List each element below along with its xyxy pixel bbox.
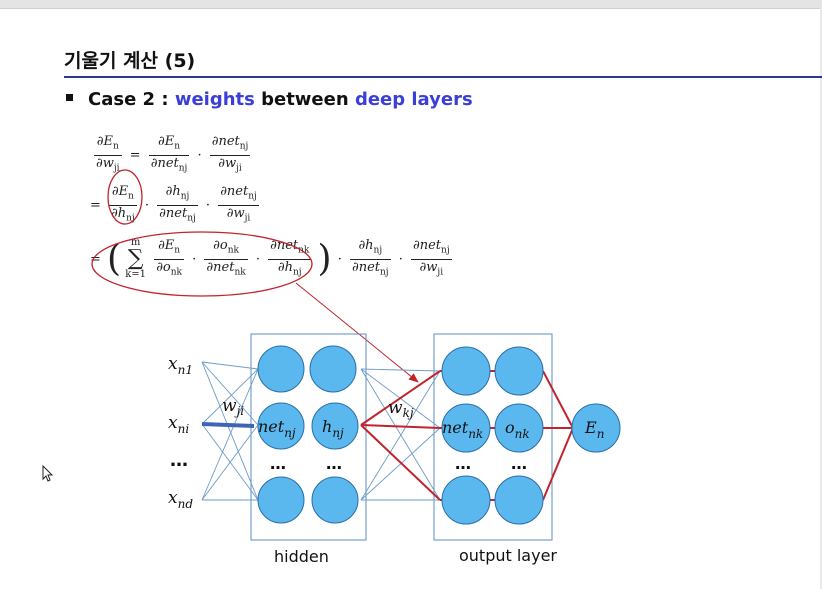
summation: m ∑ k=1 [125,237,147,281]
hidden-layer-box [250,333,367,541]
output-node [441,475,491,525]
output-node [494,346,544,396]
hidden-net-node [257,402,305,450]
error-node [571,403,621,453]
hidden-node [257,345,305,393]
output-net-label: netnk [442,418,483,441]
case-heading: Case 2 : weights between deep layers [88,89,473,110]
hidden-nodes [257,345,359,524]
input-hidden-connections [201,361,259,501]
hidden-ellipsis-1: … [270,454,286,473]
hidden-node [257,476,305,524]
highlight-ellipse-large [91,231,313,297]
hidden-output-connections [360,368,441,501]
output-nodes [441,346,544,525]
equation-line-1: ∂En ∂wji = ∂En ∂netnj · ∂netnj ∂wji [92,134,252,176]
fraction: ∂hnj ∂netnj [157,184,198,224]
output-net-node [441,403,491,453]
error-label: En [584,418,604,441]
input-label-1: xn1 [168,354,193,377]
hidden-ellipsis-2: … [326,454,342,473]
hidden-h-node [311,402,359,450]
annotation-arrow [295,282,419,383]
hidden-net-label: netnj [258,417,296,440]
mouse-cursor-icon [42,465,54,482]
highlight-ellipse-small [107,169,143,225]
fraction-circled: ∂En ∂hnj [109,184,137,224]
equation-line-3: = ( m ∑ k=1 ∂En ∂onk · ∂onk ∂netnk · ∂netnk ∂… [90,237,452,281]
output-ellipsis-2: … [511,454,527,473]
bullet-square [66,94,73,101]
case-deep-layers: deep layers [354,89,473,110]
output-o-node [494,403,544,453]
hidden-h-label: hnj [322,417,344,440]
fraction: ∂netnj ∂wji [218,184,259,224]
input-label-d: xnd [168,488,193,511]
output-layer-caption: output layer [459,546,557,565]
hidden-node [309,345,357,393]
case-between: between [254,89,355,110]
input-ellipsis: … [170,450,188,471]
output-ellipsis-1: … [455,454,471,473]
output-layer-box [433,333,553,541]
fraction: ∂En ∂wji [94,134,122,174]
case-prefix: Case 2 : [88,89,175,110]
fraction: ∂netnj ∂wji [209,134,251,174]
case-weights: weights [174,89,255,110]
output-node [441,346,491,396]
fraction: ∂En ∂netnj [148,134,190,174]
equation-line-2: = ∂En ∂hnj · ∂hnj ∂netnj · ∂netnj ∂wji [88,184,261,226]
highlighted-weight-ji [201,422,255,428]
hidden-layer-caption: hidden [274,547,329,566]
slide-title: 기울기 계산 (5) [64,50,196,72]
scroll-edge [820,8,822,589]
weight-kj-label: wkj [388,398,414,420]
window-top-bar [0,0,822,9]
output-node [494,475,544,525]
input-label-i: xni [168,413,189,436]
weight-ji-label: wji [222,396,244,418]
output-o-label: onk [505,418,530,441]
title-underline [64,76,822,78]
hidden-node [311,476,359,524]
